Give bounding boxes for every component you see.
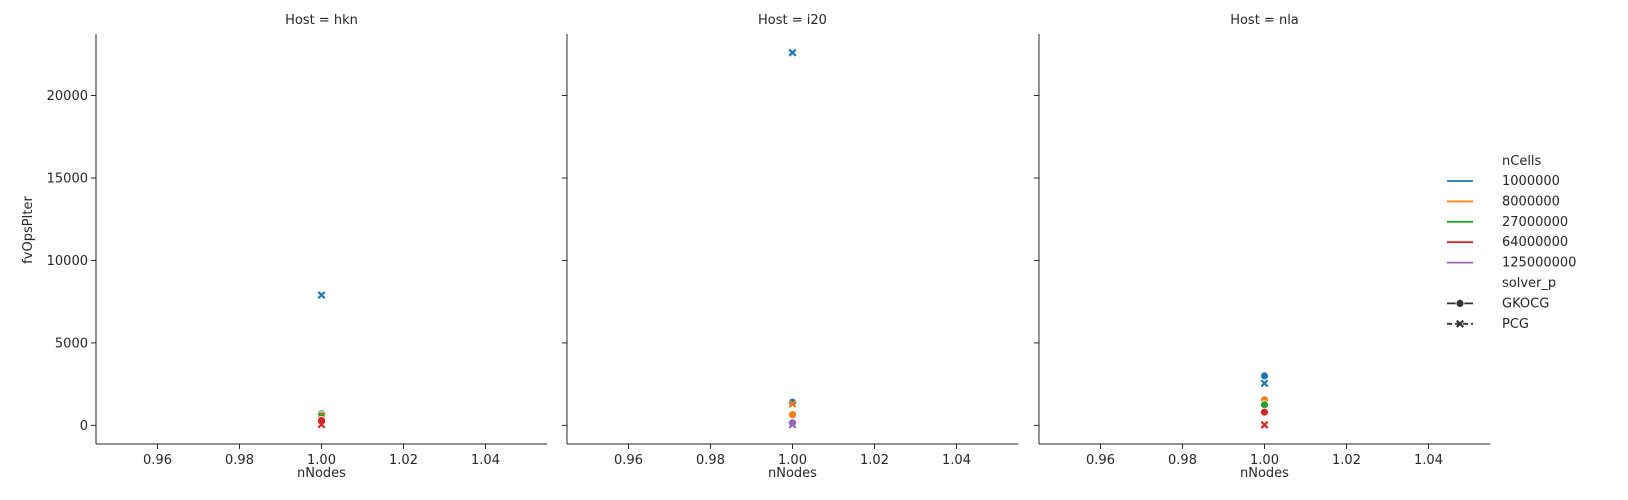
x-tick-label: 0.96: [143, 453, 172, 468]
data-point: [1260, 400, 1269, 410]
x-tick-label: 0.98: [1168, 453, 1197, 468]
x-tick-label: 1.02: [860, 453, 889, 468]
legend-marker-swatch: [1456, 319, 1464, 328]
legend-marker-swatch: [1455, 298, 1465, 308]
legend-label: 64000000: [1502, 235, 1568, 250]
facet-panel: Host = nla 0.96 0.98 1.00 1.02 1.04 nNodes: [1034, 13, 1490, 481]
y-tick-label: 20000: [47, 89, 88, 104]
legend-label: GKOCG: [1502, 296, 1549, 311]
data-point: [788, 399, 797, 408]
data-point: [317, 420, 326, 429]
legend-label: 125000000: [1502, 256, 1576, 271]
y-tick-label: 15000: [47, 171, 88, 186]
facet-panel: Host = hkn 0 5000 10000 15000 20000 0.96 0.98 1.…: [47, 13, 547, 481]
x-axis-label: nNodes: [1240, 466, 1289, 481]
x-tick-label: 0.96: [1086, 453, 1115, 468]
data-point: [1260, 379, 1269, 388]
legend-label: 1000000: [1502, 174, 1560, 189]
legend-item: 64000000: [1447, 235, 1568, 250]
legend-label: PCG: [1502, 317, 1529, 332]
legend-item: 1000000: [1447, 174, 1560, 189]
legend: nCells 1000000 8000000 27000000 64000000 1250…: [1447, 154, 1576, 332]
legend-item: 8000000: [1447, 194, 1560, 209]
legend-item: 27000000: [1447, 215, 1568, 230]
y-tick-label: 10000: [47, 254, 88, 269]
data-point: [1260, 420, 1269, 429]
data-point: [1260, 407, 1269, 417]
panel-title: Host = hkn: [285, 13, 358, 28]
x-axis-label: nNodes: [297, 466, 346, 481]
facet-panels: Host = hkn 0 5000 10000 15000 20000 0.96 0.98 1.…: [47, 13, 1490, 481]
data-point: [317, 291, 326, 300]
legend-item: GKOCG: [1447, 296, 1549, 311]
y-tick-label: 0: [80, 419, 88, 434]
x-tick-label: 1.00: [1250, 453, 1279, 468]
facet-panel: Host = i20 0.96 0.98 1.00 1.02 1.04 nNodes: [562, 13, 1018, 481]
x-tick-label: 1.00: [307, 453, 336, 468]
y-tick-label: 5000: [55, 336, 88, 351]
data-point: [1260, 371, 1269, 381]
panel-title: Host = nla: [1230, 13, 1299, 28]
legend-item: PCG: [1447, 317, 1529, 332]
legend-style-title: solver_p: [1502, 276, 1556, 291]
x-axis-label: nNodes: [768, 466, 817, 481]
x-tick-label: 1.02: [389, 453, 418, 468]
x-tick-label: 1.04: [942, 453, 971, 468]
x-tick-label: 0.98: [696, 453, 725, 468]
y-axis-label: fvOpsPIter: [21, 196, 36, 264]
data-point: [788, 420, 797, 429]
legend-item: 125000000: [1447, 256, 1576, 271]
x-tick-label: 0.98: [225, 453, 254, 468]
panel-title: Host = i20: [758, 13, 827, 28]
data-point: [788, 48, 797, 57]
legend-label: 27000000: [1502, 215, 1568, 230]
data-point: [788, 410, 797, 420]
x-tick-label: 1.04: [471, 453, 500, 468]
legend-label: 8000000: [1502, 194, 1560, 209]
legend-hue-title: nCells: [1502, 154, 1542, 169]
x-tick-label: 1.02: [1332, 453, 1361, 468]
x-tick-label: 1.00: [778, 453, 807, 468]
x-tick-label: 0.96: [614, 453, 643, 468]
data-point: [788, 397, 797, 407]
x-tick-label: 1.04: [1414, 453, 1443, 468]
data-point: [788, 418, 797, 428]
